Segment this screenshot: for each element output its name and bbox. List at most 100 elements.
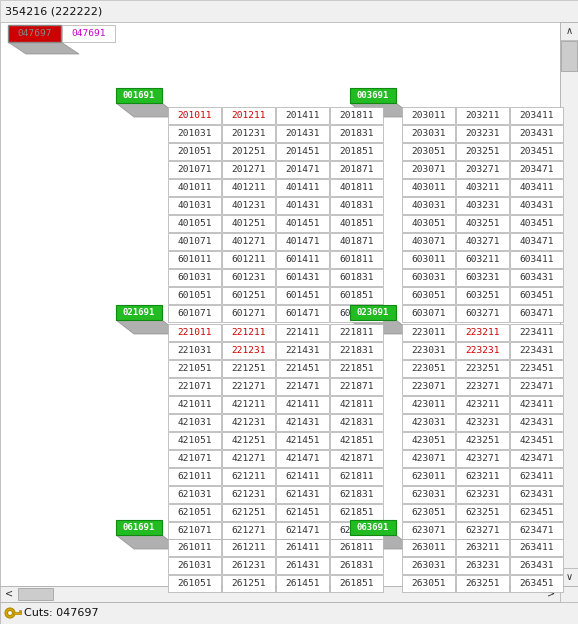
Text: 201031: 201031 <box>177 129 212 138</box>
Bar <box>456 305 509 322</box>
Text: 223211: 223211 <box>465 328 500 337</box>
Bar <box>168 324 221 341</box>
Bar <box>456 251 509 268</box>
Bar <box>330 287 383 304</box>
Text: 403271: 403271 <box>465 237 500 246</box>
Text: 601831: 601831 <box>339 273 374 282</box>
Bar <box>510 486 563 503</box>
Bar <box>168 396 221 413</box>
Bar <box>222 215 275 232</box>
Bar <box>330 233 383 250</box>
Polygon shape <box>116 535 180 549</box>
Text: 203031: 203031 <box>412 129 446 138</box>
Bar <box>560 22 578 40</box>
Bar <box>402 269 455 286</box>
Bar <box>168 143 221 160</box>
Text: 601411: 601411 <box>286 255 320 264</box>
Text: 421031: 421031 <box>177 418 212 427</box>
Bar <box>168 251 221 268</box>
Text: 421231: 421231 <box>231 418 266 427</box>
Bar <box>456 233 509 250</box>
Text: 621851: 621851 <box>339 508 374 517</box>
Text: 201451: 201451 <box>286 147 320 156</box>
Text: 423431: 423431 <box>519 418 554 427</box>
Text: 603031: 603031 <box>412 273 446 282</box>
Bar <box>222 360 275 377</box>
Bar <box>456 125 509 142</box>
Bar <box>222 504 275 521</box>
Bar <box>276 378 329 395</box>
Bar <box>222 432 275 449</box>
Bar <box>168 504 221 521</box>
Text: 063691: 063691 <box>357 523 389 532</box>
Bar <box>222 125 275 142</box>
Text: 421071: 421071 <box>177 454 212 463</box>
Bar <box>510 305 563 322</box>
Polygon shape <box>116 103 180 117</box>
Text: 421051: 421051 <box>177 436 212 445</box>
Bar <box>456 522 509 539</box>
Text: 221431: 221431 <box>286 346 320 355</box>
Bar <box>402 468 455 485</box>
Text: 421011: 421011 <box>177 400 212 409</box>
Bar <box>168 575 221 592</box>
Bar <box>168 342 221 359</box>
Bar <box>276 215 329 232</box>
Bar <box>330 468 383 485</box>
Text: 421411: 421411 <box>286 400 320 409</box>
Text: 223411: 223411 <box>519 328 554 337</box>
Text: 403231: 403231 <box>465 201 500 210</box>
Text: <: < <box>5 589 13 599</box>
Bar <box>276 486 329 503</box>
Text: 623431: 623431 <box>519 490 554 499</box>
Bar <box>222 539 275 556</box>
Bar <box>456 197 509 214</box>
Bar <box>510 360 563 377</box>
Text: 603411: 603411 <box>519 255 554 264</box>
Text: 621051: 621051 <box>177 508 212 517</box>
Bar <box>456 360 509 377</box>
Text: 601071: 601071 <box>177 309 212 318</box>
Bar <box>276 161 329 178</box>
Bar <box>402 324 455 341</box>
Bar <box>330 179 383 196</box>
Text: 621411: 621411 <box>286 472 320 481</box>
Text: 603051: 603051 <box>412 291 446 300</box>
Bar <box>168 269 221 286</box>
Bar <box>168 468 221 485</box>
Text: 623031: 623031 <box>412 490 446 499</box>
Text: 203231: 203231 <box>465 129 500 138</box>
Bar <box>168 557 221 574</box>
Text: 261211: 261211 <box>231 543 266 552</box>
Bar <box>222 233 275 250</box>
Polygon shape <box>350 320 414 334</box>
Text: 601811: 601811 <box>339 255 374 264</box>
Text: 621211: 621211 <box>231 472 266 481</box>
Text: 421271: 421271 <box>231 454 266 463</box>
Text: 203411: 203411 <box>519 111 554 120</box>
Bar <box>402 233 455 250</box>
Text: 621011: 621011 <box>177 472 212 481</box>
Bar <box>168 287 221 304</box>
Text: 223231: 223231 <box>465 346 500 355</box>
Bar <box>168 378 221 395</box>
Bar <box>276 197 329 214</box>
Bar <box>330 269 383 286</box>
Text: 603451: 603451 <box>519 291 554 300</box>
Bar <box>330 324 383 341</box>
Text: 263451: 263451 <box>519 579 554 588</box>
Bar <box>456 161 509 178</box>
Text: 621271: 621271 <box>231 526 266 535</box>
Text: 223051: 223051 <box>412 364 446 373</box>
Text: 201871: 201871 <box>339 165 374 174</box>
Text: 221251: 221251 <box>231 364 266 373</box>
Text: 423011: 423011 <box>412 400 446 409</box>
Bar <box>402 197 455 214</box>
Text: 221811: 221811 <box>339 328 374 337</box>
Text: 401831: 401831 <box>339 201 374 210</box>
Text: 003691: 003691 <box>357 91 389 100</box>
Bar <box>330 360 383 377</box>
Bar <box>456 287 509 304</box>
Bar <box>276 179 329 196</box>
Text: 601251: 601251 <box>231 291 266 300</box>
